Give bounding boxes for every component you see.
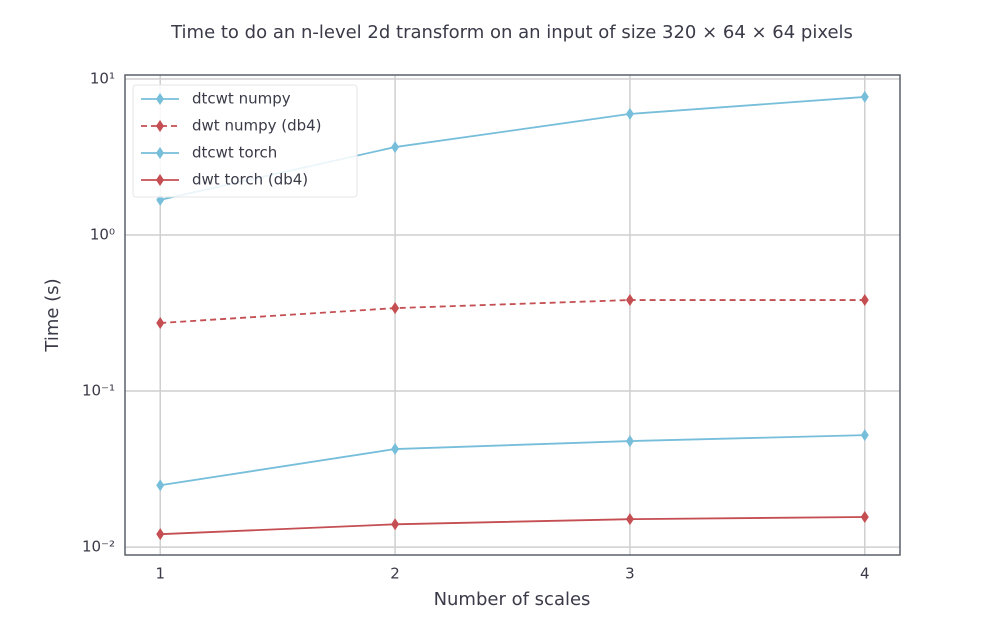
series-line (160, 434, 865, 487)
marker (156, 93, 164, 105)
marker (625, 435, 634, 448)
marker (860, 510, 869, 523)
marker (625, 294, 634, 307)
marker (391, 141, 400, 154)
marker (860, 90, 869, 103)
x-tick-label: 3 (625, 565, 635, 583)
legend-label: dwt numpy (db4) (192, 117, 322, 135)
legend-label: dtcwt numpy (192, 90, 291, 108)
marker (156, 174, 164, 186)
marker (860, 294, 869, 307)
marker (156, 528, 165, 541)
marker (391, 443, 400, 456)
x-axis-label: Number of scales (434, 589, 591, 610)
y-tick-label: 10⁻² (82, 538, 115, 556)
marker (156, 147, 164, 159)
y-tick-label: 10⁻¹ (82, 382, 115, 400)
marker (156, 120, 164, 132)
marker (391, 302, 400, 315)
x-tick-label: 4 (860, 565, 870, 583)
x-tick-label: 1 (155, 565, 165, 583)
marker (391, 518, 400, 531)
marker (156, 479, 165, 492)
marker (860, 429, 869, 442)
series-line (160, 516, 865, 536)
marker (625, 107, 634, 120)
legend-box (132, 84, 358, 198)
legend-label: dtcwt torch (192, 144, 277, 162)
series-line (160, 299, 865, 324)
x-tick-label: 2 (390, 565, 400, 583)
y-tick-label: 10¹ (90, 69, 115, 87)
plot-frame (124, 74, 901, 556)
y-tick-label: 10⁰ (90, 226, 115, 244)
y-axis-label: Time (s) (42, 278, 63, 352)
chart-title: Time to do an n-level 2d transform on an… (170, 22, 853, 43)
marker (156, 316, 165, 329)
legend-label: dwt torch (db4) (192, 171, 308, 189)
marker (625, 513, 634, 526)
